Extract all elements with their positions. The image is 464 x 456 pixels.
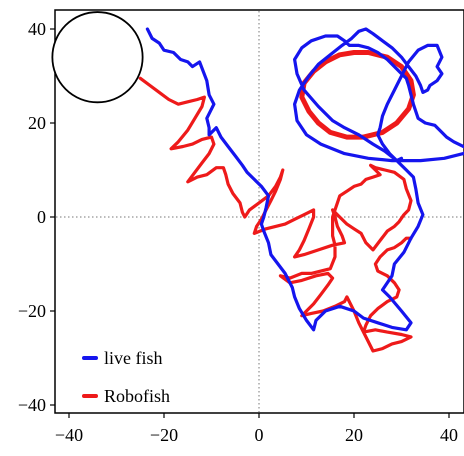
y-tick-label: −40: [18, 395, 46, 415]
x-tick-label: 0: [255, 425, 264, 445]
live-fish-trajectory: [145, 27, 464, 332]
x-tick-label: −20: [150, 425, 178, 445]
y-tick-label: 40: [28, 19, 46, 39]
legend-label-robofish: Robofish: [104, 386, 170, 406]
circle-layer: [51, 11, 144, 104]
zero-lines: [56, 11, 463, 412]
robofish-trajectory: [138, 76, 413, 353]
robofish-loop-trajectory: [299, 50, 416, 140]
x-tick-label: 40: [440, 425, 458, 445]
start-circle: [51, 11, 144, 104]
series-layer: [138, 27, 464, 353]
y-tick-label: −20: [18, 301, 46, 321]
legend: live fish Robofish: [82, 348, 170, 406]
ticks-layer: −40 −20 0 20 40 40 20 0 −20 −40: [18, 19, 458, 445]
x-tick-label: 20: [345, 425, 363, 445]
y-tick-label: 20: [28, 113, 46, 133]
y-tick-label: 0: [37, 207, 46, 227]
x-tick-label: −40: [55, 425, 83, 445]
legend-label-live-fish: live fish: [104, 348, 163, 368]
